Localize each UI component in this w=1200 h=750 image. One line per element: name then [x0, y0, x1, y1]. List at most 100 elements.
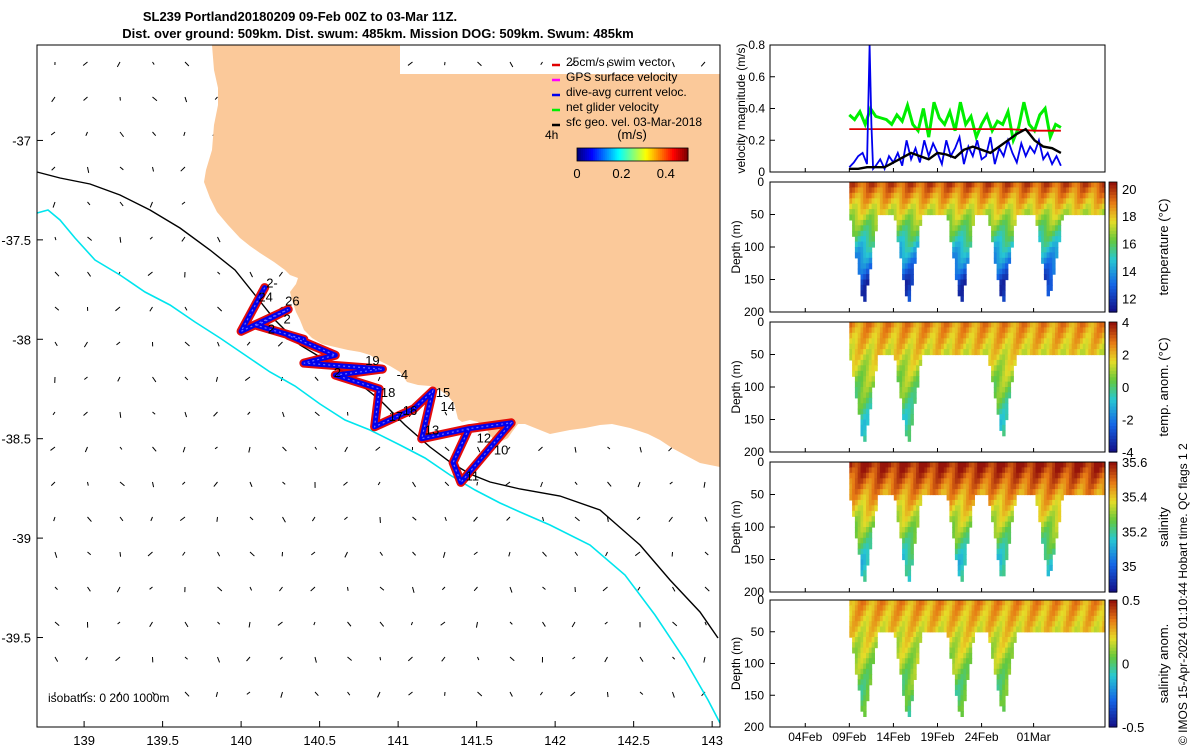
heatmap-cell [1002, 499, 1006, 506]
heatmap-cell [1085, 489, 1089, 496]
heatmap-cell [1088, 605, 1092, 612]
heatmap-cell [860, 510, 864, 517]
heatmap-cell [960, 711, 964, 717]
heatmap-cell [988, 499, 992, 506]
current-arrow [87, 586, 91, 592]
heatmap-cell [938, 198, 942, 205]
heatmap-cell [868, 472, 873, 479]
heatmap-cell [899, 626, 903, 633]
heatmap-cell [952, 510, 956, 517]
heatmap-cell [1041, 615, 1045, 622]
heatmap-cell [904, 359, 909, 366]
colorbar-cell [588, 148, 592, 161]
heatmap-cell [1099, 343, 1103, 350]
heatmap-cell [1007, 467, 1012, 474]
heatmap-cell [1074, 462, 1078, 469]
heatmap-cell [849, 600, 853, 606]
heatmap-cell [1052, 241, 1056, 248]
heatmap-cell [1080, 626, 1084, 633]
heatmap-cell [966, 674, 970, 680]
heatmap-cell [996, 668, 1000, 675]
heatmap-cell [868, 499, 873, 506]
heatmap-cell [1002, 236, 1006, 243]
heatmap-cell [871, 338, 875, 345]
current-arrow [704, 551, 709, 556]
heatmap-cell [852, 359, 856, 366]
heatmap-cell [1046, 268, 1050, 275]
heatmap-cell [957, 510, 962, 517]
current-arrow [672, 586, 676, 592]
heatmap-cell [1063, 322, 1067, 329]
heatmap-cell [991, 343, 995, 350]
heatmap-cell [1002, 349, 1006, 356]
heatmap-cell [929, 182, 934, 189]
heatmap-cell [1091, 462, 1095, 469]
heatmap-cell [960, 499, 964, 506]
heatmap-cell [963, 489, 967, 496]
heatmap-cell [993, 494, 998, 501]
heatmap-cell [1030, 349, 1034, 356]
heatmap-cell [877, 621, 881, 628]
heatmap-cell [1021, 478, 1025, 485]
heatmap-cell [907, 521, 912, 528]
heatmap-cell [1091, 182, 1095, 189]
heatmap-cell [868, 236, 873, 243]
credit-text: © IMOS 15-Apr-2024 01:10:44 Hobart time.… [1176, 443, 1190, 745]
heatmap-cell [993, 392, 998, 399]
heatmap-cell [899, 472, 903, 479]
heatmap-cell [968, 600, 973, 606]
heatmap-cell [1043, 626, 1048, 633]
heatmap-cell [868, 247, 873, 254]
heatmap-cell [904, 543, 909, 550]
heatmap-cell [904, 284, 909, 291]
heatmap-cell [910, 548, 914, 555]
heatmap-cell [1007, 236, 1012, 243]
waypoint-label: 18 [381, 385, 395, 400]
heatmap-cell [874, 338, 878, 345]
heatmap-cell [993, 527, 998, 534]
heatmap-colorbar-cell [1109, 536, 1117, 541]
heatmap-cell [1066, 467, 1070, 474]
heatmap-cell [1032, 338, 1037, 345]
heatmap-cell [977, 327, 981, 334]
heatmap-cell [896, 478, 900, 485]
heatmap-cell [916, 209, 920, 216]
heatmap-cell [966, 532, 970, 539]
heatmap-cell [1018, 610, 1023, 617]
heatmap-cell [977, 489, 981, 496]
current-arrow [181, 201, 186, 205]
heatmap-cell [966, 642, 970, 649]
heatmap-cell [1052, 252, 1056, 259]
heatmap-cell [863, 521, 867, 528]
heatmap-cell [904, 230, 909, 237]
heatmap-cell [938, 349, 942, 356]
heatmap-cell [913, 247, 917, 254]
heatmap-cell [907, 230, 912, 237]
heatmap-cell [952, 209, 956, 216]
heatmap-cell [860, 403, 864, 410]
heatmap-cell [963, 274, 967, 281]
heatmap-cell [1024, 343, 1028, 350]
heatmap-cell [1005, 467, 1009, 474]
heatmap-cell [1016, 600, 1020, 606]
net-velocity-trace [239, 287, 513, 484]
heatmap-cell [1007, 642, 1012, 649]
heatmap-cell [996, 626, 1000, 633]
heatmap-cell [1030, 467, 1034, 474]
current-arrow [314, 411, 320, 417]
heatmap-cell [1102, 332, 1106, 339]
heatmap-cell [860, 626, 864, 633]
current-arrow [248, 446, 251, 453]
longitude-tick-label: 139 [73, 733, 95, 748]
heatmap-cell [963, 252, 967, 259]
heatmap-cell [968, 198, 973, 205]
heatmap-cell [893, 322, 898, 329]
heatmap-cell [1016, 209, 1020, 216]
current-arrow [184, 376, 189, 381]
heatmap-cell [1077, 192, 1081, 199]
heatmap-cell [966, 510, 970, 517]
heatmap-cell [902, 483, 906, 490]
heatmap-cell [941, 489, 945, 496]
heatmap-cell [935, 615, 939, 622]
heatmap-cell [852, 642, 856, 649]
